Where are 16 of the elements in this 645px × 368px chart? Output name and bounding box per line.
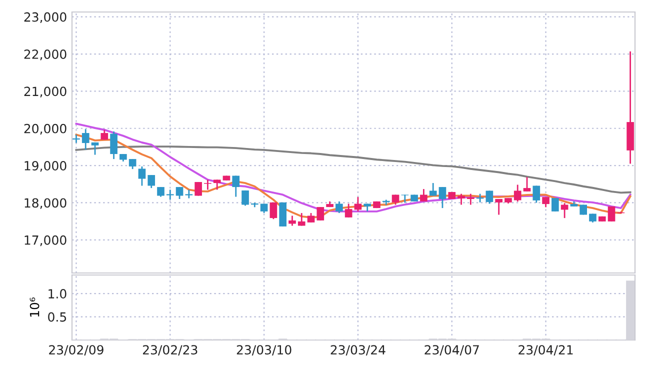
y-tick-label: 1.0 [48,289,66,298]
y-tick-label: 21,000 [24,86,66,98]
y-tick-label: 20,000 [24,124,66,135]
x-tick-label: 23/02/09 [49,345,104,356]
x-tick-label: 23/04/21 [518,345,573,356]
y-tick-label: 17,000 [24,235,66,246]
y-tick-label: 18,000 [24,198,66,209]
x-tick-label: 23/02/23 [142,345,198,356]
x-tick-label: 23/04/07 [424,345,479,356]
y-tick-label: 0.5 [48,312,66,322]
y-tick-label: 23,000 [24,12,66,24]
y-axis-title: 10⁶ [30,297,40,317]
x-tick-label: 23/03/10 [236,345,292,356]
y-tick-label: 19,000 [24,161,66,172]
x-tick-label: 23/03/24 [330,345,386,356]
y-tick-label: 22,000 [24,49,66,60]
